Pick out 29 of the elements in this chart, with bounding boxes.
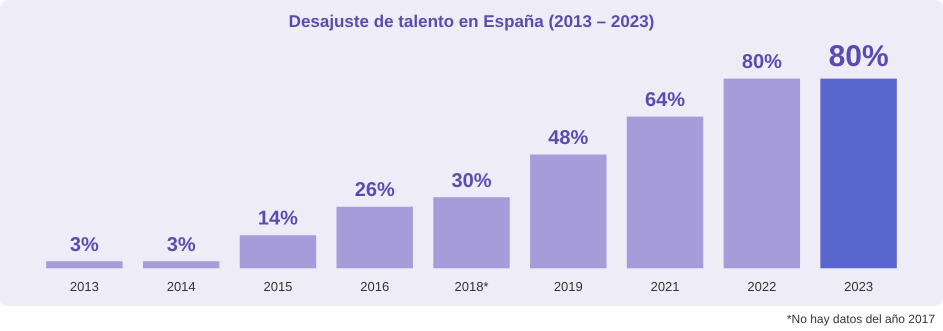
x-tick-label: 2016 <box>360 278 390 294</box>
x-tick-label: 2018* <box>454 278 488 294</box>
bar <box>336 206 413 268</box>
data-label: 26% <box>354 179 395 202</box>
bar <box>142 261 220 268</box>
bar <box>626 116 704 268</box>
bar <box>724 78 800 268</box>
x-tick-label: 2023 <box>844 278 874 294</box>
text: *No hay datos del año 2017 <box>786 312 935 326</box>
bar <box>820 78 897 268</box>
bar <box>530 154 607 268</box>
x-tick-label: 2019 <box>554 278 583 294</box>
data-label: 80% <box>828 40 889 73</box>
bar <box>240 235 316 268</box>
data-label: 3% <box>70 234 100 256</box>
x-tick-label: 2021 <box>650 278 680 294</box>
data-label: 30% <box>451 170 492 192</box>
chart-title: Desajuste de talento en España (2013 – 2023) <box>288 12 654 31</box>
data-label: 14% <box>258 208 298 230</box>
x-tick-label: 2013 <box>70 278 99 294</box>
x-tick-label: 2022 <box>747 278 776 294</box>
x-tick-label: 2015 <box>263 278 292 294</box>
data-label: 80% <box>742 51 782 74</box>
data-label: 3% <box>166 234 196 256</box>
bar <box>433 197 510 268</box>
x-tick-label: 2014 <box>166 278 196 294</box>
data-label: 64% <box>645 89 686 112</box>
data-label: 48% <box>548 127 589 150</box>
bar <box>46 261 123 268</box>
